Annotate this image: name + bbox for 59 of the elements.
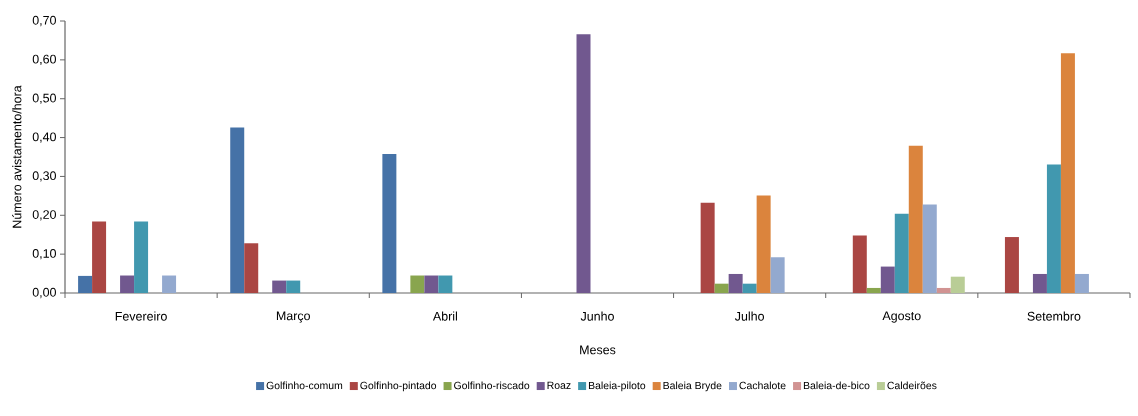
x-tick-label: Julho [734,311,764,321]
bar [728,273,743,293]
bar [1074,273,1089,293]
x-tick-label: Fevereiro [115,311,167,321]
x-tick-label: Setembro [1027,311,1081,321]
bar [92,221,107,293]
bar [162,275,177,293]
y-tick-label: 0,20 [32,210,56,221]
bar [272,280,287,293]
x-tick-label: Agosto [882,311,921,323]
bar [120,275,135,293]
legend-label: Caldeirões [887,381,937,390]
legend-label: Cachalote [739,381,786,390]
y-tick-label: 0,50 [32,93,56,104]
legend-label: Golfinho-riscado [454,381,530,390]
bar [700,202,715,293]
y-tick-label: 0,60 [32,54,56,66]
y-tick-label: 0,40 [32,132,56,143]
bar [286,280,301,293]
bar [866,287,881,293]
legend-label: Roaz [547,381,571,389]
bar [714,283,729,293]
bar [410,275,425,293]
bar [770,257,785,293]
bar [244,243,259,293]
bar [424,275,439,293]
y-tick-label: 0,00 [32,287,56,299]
bar [852,235,867,293]
bar [438,275,453,293]
y-tick-label: 0,70 [32,15,56,27]
legend-label: Golfinho-pintado [360,381,437,392]
legend-label: Baleia-de-bico [803,381,870,390]
y-tick-label: 0,30 [32,171,56,182]
bar [230,127,245,293]
y-axis-title: Número avistamento/hora [12,85,22,228]
bar [382,153,397,293]
bar [1004,237,1019,293]
bar [950,276,965,293]
y-tick-label: 0,10 [32,249,56,260]
x-axis-title: Meses [580,345,616,355]
bar [756,195,771,293]
bar [78,275,93,293]
bar [1032,273,1047,293]
bar [922,204,937,293]
x-tick-label: Abril [432,311,457,321]
legend-label: Golfinho-comum [266,381,343,390]
bar [134,221,149,293]
bar [936,287,951,293]
x-tick-label: Junho [580,311,614,321]
legend-label: Baleia Bryde [663,381,722,392]
bar [742,283,757,293]
x-tick-label: Março [276,311,310,323]
bar [576,34,591,293]
bar [908,145,923,293]
bar [894,213,909,293]
bar [880,266,895,293]
legend-label: Baleia-piloto [588,381,646,392]
bar [1046,164,1061,293]
bar [1060,53,1075,293]
